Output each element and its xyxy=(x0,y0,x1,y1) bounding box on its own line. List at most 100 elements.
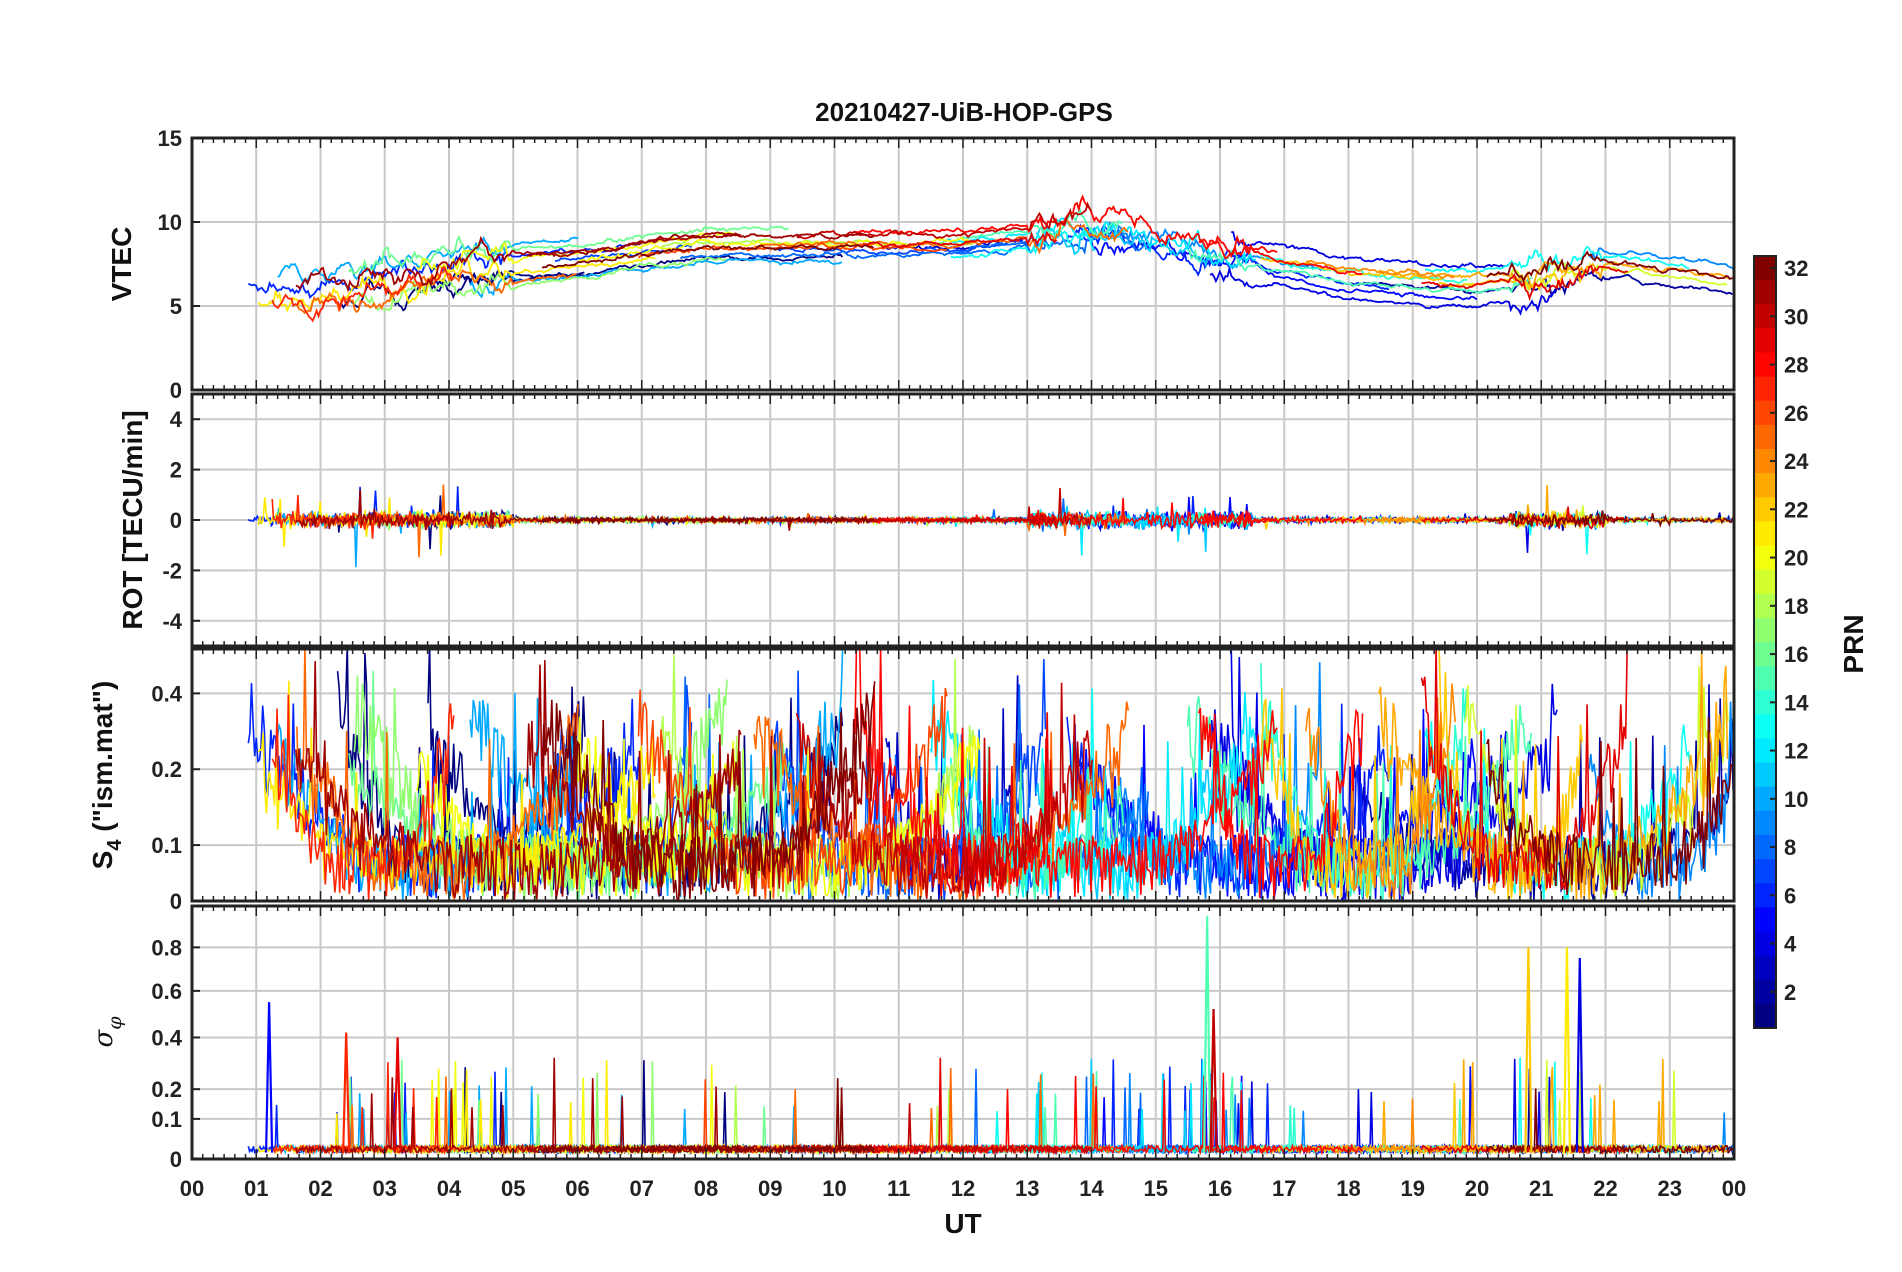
colorbar-swatch xyxy=(1754,955,1776,981)
colorbar-swatch xyxy=(1754,979,1776,1005)
colorbar-swatch xyxy=(1754,1003,1776,1029)
series-line xyxy=(1260,256,1443,282)
x-tick-label: 01 xyxy=(244,1176,268,1201)
series-line xyxy=(1486,1088,1734,1155)
colorbar-tick-label: 18 xyxy=(1784,594,1808,619)
panel-s4-ylabel-sub: 4 xyxy=(104,839,126,851)
series-line xyxy=(796,201,1093,240)
series-line xyxy=(257,256,656,313)
colorbar-tick-label: 22 xyxy=(1784,497,1808,522)
x-axis-label: UT xyxy=(944,1208,981,1239)
x-tick-label: 08 xyxy=(694,1176,718,1201)
panel-s4-ylabel: S4 ("ism.mat") xyxy=(87,681,126,870)
y-tick-label: 0.2 xyxy=(151,1077,182,1102)
series-line xyxy=(271,694,455,901)
panel-border xyxy=(190,392,1736,648)
x-tick-label: 22 xyxy=(1593,1176,1617,1201)
colorbar-swatch xyxy=(1754,907,1776,933)
series-line xyxy=(1486,510,1734,529)
colorbar-swatches xyxy=(1754,256,1776,1029)
panel-s4-ylabel-main: S xyxy=(87,851,118,870)
panel-s4: 0 0.1 0.2 0.4 S4 ("ism.mat") xyxy=(87,647,1736,914)
colorbar-swatch xyxy=(1754,256,1776,281)
series-line xyxy=(1197,707,1364,901)
colorbar-tick-label: 26 xyxy=(1784,401,1808,426)
series-line xyxy=(679,243,1030,260)
panel-sigma-series xyxy=(247,916,1734,1156)
panel-sigma-phi: 0 0.1 0.2 0.4 0.6 0.8 σφ xyxy=(89,904,1736,1172)
series-line xyxy=(950,226,1096,259)
series-line xyxy=(1421,264,1629,302)
x-tick-label: 10 xyxy=(822,1176,846,1201)
series-line xyxy=(865,230,1058,249)
series-line xyxy=(541,243,875,269)
colorbar-tick-label: 4 xyxy=(1784,932,1797,957)
panel-sigma-axes: 0 0.1 0.2 0.4 0.6 0.8 xyxy=(151,904,1736,1172)
x-tick-label: 00 xyxy=(1722,1176,1746,1201)
colorbar-swatch xyxy=(1754,786,1776,812)
colorbar-swatch xyxy=(1754,835,1776,860)
colorbar-swatch xyxy=(1754,569,1776,595)
x-tick-label: 21 xyxy=(1529,1176,1553,1201)
x-tick-label: 13 xyxy=(1015,1176,1039,1201)
colorbar-swatch xyxy=(1754,738,1776,764)
colorbar-swatch xyxy=(1754,666,1776,691)
colorbar-tick-label: 30 xyxy=(1784,304,1808,329)
series-line xyxy=(577,716,981,899)
series-line xyxy=(956,205,1123,241)
series-line xyxy=(541,681,876,901)
y-tick-label: 0.1 xyxy=(151,1107,182,1132)
series-line xyxy=(427,253,844,292)
sigma-peak xyxy=(1562,947,1572,1153)
series-line xyxy=(353,256,727,312)
series-line xyxy=(296,649,579,901)
y-tick-label: -2 xyxy=(162,558,182,583)
colorbar-swatch xyxy=(1754,424,1776,450)
colorbar-swatch xyxy=(1754,280,1776,305)
colorbar-swatch xyxy=(1754,473,1776,498)
colorbar-swatch xyxy=(1754,449,1776,474)
x-tick-label: 12 xyxy=(951,1176,975,1201)
series-line xyxy=(1421,506,1628,530)
y-tick-label: 0 xyxy=(170,889,182,914)
panel-rot-axes: -4 -2 0 2 4 xyxy=(162,392,1736,648)
panel-sigma-ylabel-main: σ xyxy=(89,1029,119,1048)
series-line xyxy=(1198,234,1363,275)
y-tick-label: 0 xyxy=(170,378,182,403)
x-tick-label: 20 xyxy=(1465,1176,1489,1201)
colorbar-swatch xyxy=(1754,931,1776,957)
series-line xyxy=(796,1103,1093,1156)
colorbar-swatch xyxy=(1754,810,1776,836)
series-line xyxy=(541,514,875,526)
y-tick-label: 4 xyxy=(170,407,183,432)
y-tick-label: 2 xyxy=(170,458,182,483)
panel-vtec-axes: 0 5 10 15 xyxy=(158,126,1736,403)
x-tick-label: 06 xyxy=(565,1176,589,1201)
x-tick-label: 18 xyxy=(1336,1176,1360,1201)
colorbar-swatch xyxy=(1754,497,1776,522)
panel-rot-series xyxy=(247,484,1734,568)
colorbar-swatch xyxy=(1754,376,1776,402)
x-axis-ticks: 00 01 02 03 04 05 06 07 08 09 10 11 12 13 14 15 16 17 18 19… xyxy=(180,1176,1746,1201)
x-tick-label: 23 xyxy=(1658,1176,1682,1201)
colorbar-tick-label: 20 xyxy=(1784,546,1808,571)
sigma-peak xyxy=(1209,1009,1218,1153)
series-line xyxy=(526,660,875,899)
x-tick-label: 19 xyxy=(1401,1176,1425,1201)
x-tick-label: 05 xyxy=(501,1176,525,1201)
panel-vtec: 0 5 10 15 VTEC xyxy=(106,126,1736,403)
series-line xyxy=(1305,260,1455,279)
series-line xyxy=(1588,247,1734,271)
panel-vtec-ylabel: VTEC xyxy=(106,227,137,302)
colorbar-label: PRN xyxy=(1838,614,1869,673)
series-line xyxy=(1078,708,1478,899)
x-tick-label: 15 xyxy=(1144,1176,1168,1201)
x-tick-label: 17 xyxy=(1272,1176,1296,1201)
y-tick-label: 0.6 xyxy=(151,979,182,1004)
colorbar-tick-label: 2 xyxy=(1784,980,1796,1005)
panel-sigma-grid xyxy=(192,906,1734,1160)
y-tick-label: 10 xyxy=(158,210,182,235)
colorbar-swatch xyxy=(1754,545,1776,571)
series-line xyxy=(795,682,1093,899)
x-tick-label: 11 xyxy=(887,1176,910,1201)
